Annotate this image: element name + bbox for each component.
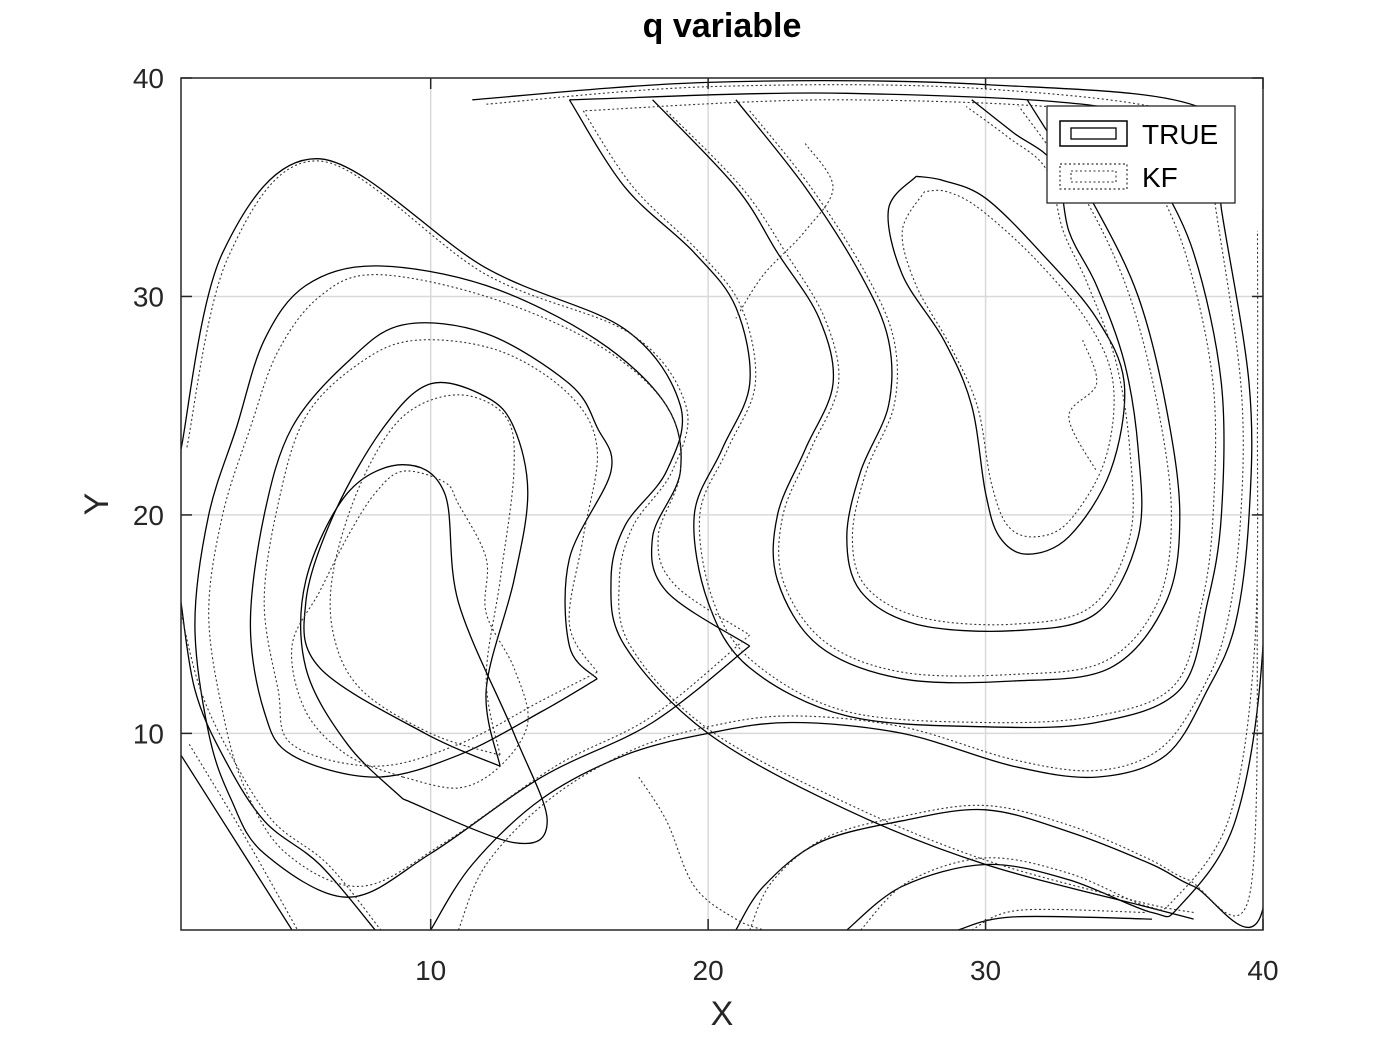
legend-label-kf: KF <box>1142 162 1178 193</box>
kf-contour-15 <box>638 776 764 930</box>
plot-frame <box>180 77 1264 931</box>
legend-label-true: TRUE <box>1142 119 1218 150</box>
true-contour-5 <box>181 602 376 930</box>
true-contour-1 <box>303 381 529 767</box>
kf-contour-13 <box>860 230 1259 930</box>
contour-lines <box>181 80 1263 930</box>
legend-swatch-true <box>1059 120 1128 147</box>
kf-contour-11 <box>901 189 1115 538</box>
x-tick-label: 10 <box>415 955 446 986</box>
legend-swatch-kf-inner <box>1070 170 1117 183</box>
y-tick-label: 20 <box>133 500 164 531</box>
y-tick-label: 10 <box>133 718 164 749</box>
kf-contour-17 <box>1068 340 1098 472</box>
true-contour-14 <box>957 915 1153 930</box>
kf-contour-14 <box>971 908 1147 930</box>
true-contour-12 <box>735 580 1263 930</box>
kf-contour-5 <box>181 613 382 930</box>
true-contour-13 <box>846 209 1263 930</box>
true-contour-6 <box>181 754 293 930</box>
true-contour-3 <box>194 265 751 898</box>
true-contour-10 <box>735 99 1143 632</box>
kf-contour-9 <box>666 106 1172 677</box>
kf-contour-16 <box>735 143 834 319</box>
x-tick-label: 30 <box>970 955 1001 986</box>
true-contour-0 <box>299 464 548 845</box>
kf-contour-10 <box>749 105 1134 626</box>
chart-title: q variable <box>643 7 802 45</box>
true-contour-2 <box>249 322 613 778</box>
legend: TRUE KF <box>1046 105 1236 204</box>
legend-swatch-kf <box>1059 163 1128 190</box>
y-axis-label: Y <box>78 493 116 516</box>
kf-contour-8 <box>582 99 1217 724</box>
y-tick-label: 40 <box>133 63 164 94</box>
true-contour-7 <box>430 80 1253 930</box>
legend-swatch-true-inner <box>1070 127 1117 140</box>
true-contour-9 <box>652 99 1181 684</box>
kf-contour-3 <box>208 274 751 887</box>
true-contour-11 <box>887 175 1126 555</box>
x-axis-label: X <box>711 995 734 1033</box>
kf-contour-1 <box>329 394 515 756</box>
y-tick-label: 30 <box>133 281 164 312</box>
grid-lines <box>181 78 1263 930</box>
legend-box <box>1046 105 1236 204</box>
kf-contour-6 <box>188 744 298 930</box>
axis-ticks: 10 20 30 40 10 20 30 40 <box>133 63 1279 986</box>
kf-contour-2 <box>263 339 599 767</box>
true-contour-4 <box>181 158 1194 920</box>
kf-contour-12 <box>749 591 1259 930</box>
kf-contour-4 <box>185 160 1194 914</box>
x-tick-label: 20 <box>693 955 724 986</box>
x-tick-label: 40 <box>1247 955 1278 986</box>
kf-contour-7 <box>457 84 1244 930</box>
